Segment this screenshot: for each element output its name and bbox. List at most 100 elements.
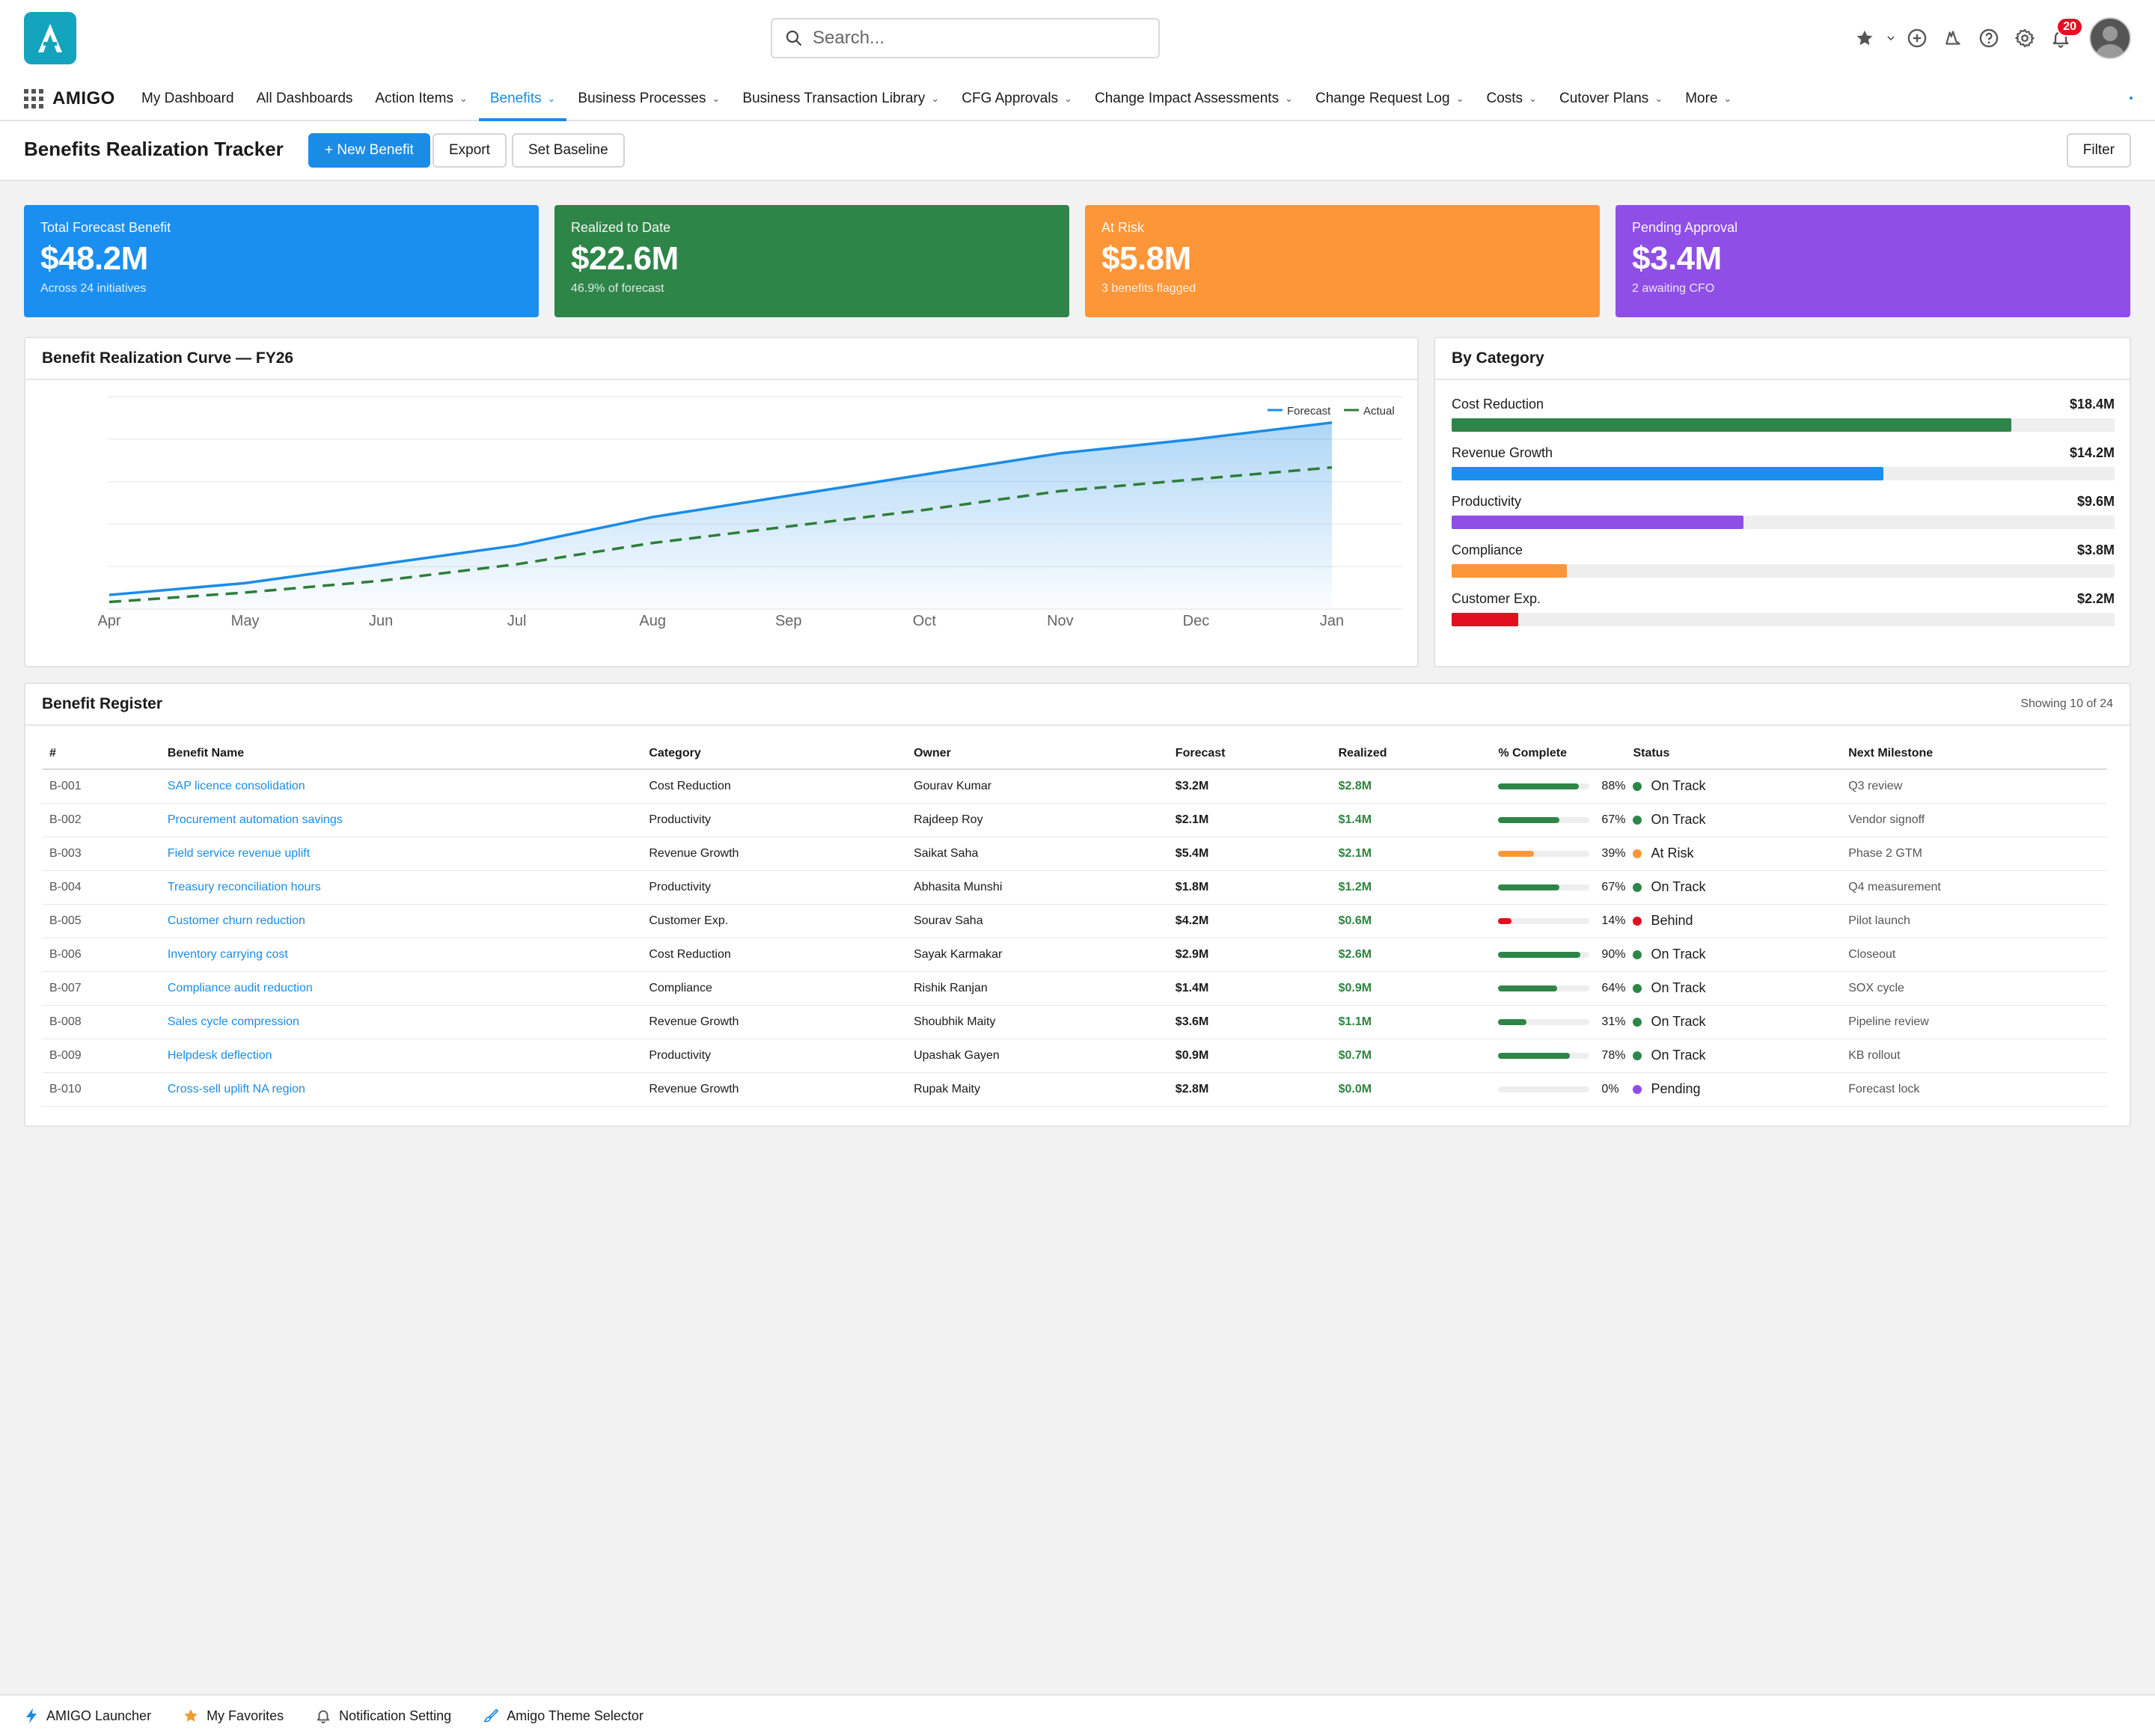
kpi-card-pending-approval[interactable]: Pending Approval $3.4M 2 awaiting CFO <box>1616 205 2130 317</box>
footer-theme-selector[interactable]: Amigo Theme Selector <box>483 1708 644 1724</box>
nav-item-cfg-approvals[interactable]: CFG Approvals ⌄ <box>950 76 1083 121</box>
set-baseline-button[interactable]: Set Baseline <box>512 133 625 168</box>
category-amount: $3.8M <box>2076 542 2115 557</box>
notifications-button[interactable]: 20 <box>2043 17 2083 56</box>
cell-category: Cost Reduction <box>641 938 907 972</box>
chevron-down-icon[interactable]: ⌄ <box>931 93 940 104</box>
chevron-down-icon[interactable]: ⌄ <box>1654 93 1663 104</box>
table-row[interactable]: B-001 SAP licence consolidation Cost Reduc… <box>42 769 2107 804</box>
benefit-link[interactable]: Compliance audit reduction <box>167 981 313 994</box>
avatar[interactable] <box>2089 17 2131 59</box>
cell-realized: $2.1M <box>1330 837 1491 871</box>
column-header[interactable]: Benefit Name <box>159 738 642 770</box>
status-dot <box>1633 815 1642 825</box>
benefit-link[interactable]: Cross-sell uplift NA region <box>167 1082 305 1095</box>
column-header[interactable]: Status <box>1625 738 1841 770</box>
chevron-down-icon[interactable]: ⌄ <box>1529 93 1537 104</box>
footer-notification-setting[interactable]: Notification Setting <box>315 1708 451 1724</box>
table-row[interactable]: B-009 Helpdesk deflection Productivity Upas… <box>42 1039 2107 1073</box>
benefit-link[interactable]: Field service revenue uplift <box>167 846 311 860</box>
table-row[interactable]: B-005 Customer churn reduction Customer Ex… <box>42 904 2107 938</box>
bell-icon <box>317 1710 330 1724</box>
filter-button[interactable]: Filter <box>2066 133 2131 168</box>
table-row[interactable]: B-002 Procurement automation savings Produ… <box>42 803 2107 837</box>
cell-owner: Sayak Karmakar <box>906 938 1168 972</box>
search-box[interactable] <box>771 18 1160 58</box>
column-header[interactable]: Owner <box>906 738 1168 770</box>
table-row[interactable]: B-010 Cross-sell uplift NA region Revenue … <box>42 1072 2107 1107</box>
chevron-down-icon[interactable]: ⌄ <box>459 93 468 104</box>
chevron-down-icon[interactable]: ⌄ <box>712 93 721 104</box>
category-bar[interactable]: Productivity $9.6M <box>1452 494 2115 529</box>
table-row[interactable]: B-003 Field service revenue uplift Revenue… <box>42 837 2107 871</box>
nav-item-benefits[interactable]: Benefits ⌄ <box>478 76 567 121</box>
progress-label: 90% <box>1601 947 1626 961</box>
nav-item-business-processes[interactable]: Business Processes ⌄ <box>566 76 731 121</box>
nav-item-label: CFG Approvals <box>962 91 1059 106</box>
footer-my-favorites[interactable]: My Favorites <box>183 1708 284 1724</box>
column-header[interactable]: % Complete <box>1491 738 1626 770</box>
chevron-down-icon[interactable]: ⌄ <box>1064 93 1072 104</box>
column-header[interactable]: Next Milestone <box>1841 738 2107 770</box>
cell-benefit-name: Customer churn reduction <box>159 904 642 938</box>
progress-track <box>1498 951 1590 958</box>
nav-item-label: More <box>1685 91 1718 106</box>
settings-button[interactable] <box>2007 20 2043 56</box>
category-bar[interactable]: Revenue Growth $14.2M <box>1452 445 2115 480</box>
progress-label: 88% <box>1601 779 1626 792</box>
chevron-down-icon[interactable]: ⌄ <box>547 93 556 104</box>
column-header[interactable]: Category <box>641 738 907 770</box>
nav-item-business-transaction-library[interactable]: Business Transaction Library ⌄ <box>731 76 950 121</box>
table-row[interactable]: B-007 Compliance audit reduction Complianc… <box>42 971 2107 1006</box>
favorites-dropdown-button[interactable] <box>1883 20 1899 56</box>
cell-forecast: $2.1M <box>1167 803 1331 837</box>
benefit-link[interactable]: Inventory carrying cost <box>167 947 288 961</box>
export-button[interactable]: Export <box>432 133 507 168</box>
benefit-link[interactable]: Helpdesk deflection <box>167 1048 272 1062</box>
chevron-down-icon[interactable]: ⌄ <box>1455 93 1464 104</box>
cell-id: B-005 <box>42 904 160 938</box>
category-bar[interactable]: Compliance $3.8M <box>1452 542 2115 578</box>
favorites-star-button[interactable] <box>1847 20 1883 56</box>
trailhead-button[interactable] <box>1935 20 1971 56</box>
table-row[interactable]: B-006 Inventory carrying cost Cost Reducti… <box>42 938 2107 972</box>
add-button[interactable] <box>1899 20 1935 56</box>
benefit-link[interactable]: Customer churn reduction <box>167 914 305 927</box>
help-button[interactable] <box>1971 20 2007 56</box>
benefit-link[interactable]: Sales cycle compression <box>167 1015 299 1028</box>
realization-curve-panel: Benefit Realization Curve — FY26 Apr May J… <box>24 337 1419 667</box>
kpi-card-total-forecast[interactable]: Total Forecast Benefit $48.2M Across 24 … <box>24 205 539 317</box>
nav-item-all-dashboards[interactable]: All Dashboards <box>245 76 364 121</box>
chevron-down-icon[interactable]: ⌄ <box>1285 93 1293 104</box>
benefit-link[interactable]: SAP licence consolidation <box>167 779 305 792</box>
search-input[interactable] <box>813 28 1127 49</box>
nav-item-my-dashboard[interactable]: My Dashboard <box>130 76 245 121</box>
app-launcher[interactable]: AMIGO <box>24 88 115 109</box>
category-panel-title: By Category <box>1452 349 1544 367</box>
benefit-link[interactable]: Procurement automation savings <box>167 813 343 826</box>
app-logo[interactable] <box>24 12 76 64</box>
column-header[interactable]: Realized <box>1330 738 1491 770</box>
nav-item-cutover-plans[interactable]: Cutover Plans ⌄ <box>1548 76 1674 121</box>
kpi-card-at-risk[interactable]: At Risk $5.8M 3 benefits flagged <box>1085 205 1600 317</box>
category-bar[interactable]: Cost Reduction $18.4M <box>1452 397 2115 432</box>
status-dot <box>1633 950 1642 959</box>
new-benefit-button[interactable]: + New Benefit <box>308 133 430 168</box>
nav-item-costs[interactable]: Costs ⌄ <box>1475 76 1547 121</box>
footer-amigo-launcher[interactable]: AMIGO Launcher <box>24 1708 151 1724</box>
nav-item-change-request-log[interactable]: Change Request Log ⌄ <box>1304 76 1476 121</box>
column-header[interactable]: # <box>42 738 160 770</box>
nav-item-more[interactable]: More ⌄ <box>1674 76 1743 121</box>
cell-owner: Sourav Saha <box>906 904 1168 938</box>
benefit-link[interactable]: Treasury reconciliation hours <box>167 880 321 893</box>
nav-item-action-items[interactable]: Action Items ⌄ <box>364 76 478 121</box>
nav-item-change-impact-assessments[interactable]: Change Impact Assessments ⌄ <box>1083 76 1304 121</box>
category-label: Productivity <box>1452 494 1522 509</box>
table-row[interactable]: B-004 Treasury reconciliation hours Produc… <box>42 870 2107 905</box>
category-bar[interactable]: Customer Exp. $2.2M <box>1452 591 2115 626</box>
table-row[interactable]: B-008 Sales cycle compression Revenue Grow… <box>42 1005 2107 1039</box>
chevron-down-icon[interactable]: ⌄ <box>1723 93 1732 104</box>
kpi-card-realized[interactable]: Realized to Date $22.6M 46.9% of forecas… <box>554 205 1069 317</box>
cell-owner: Saikat Saha <box>906 837 1168 871</box>
column-header[interactable]: Forecast <box>1167 738 1331 770</box>
